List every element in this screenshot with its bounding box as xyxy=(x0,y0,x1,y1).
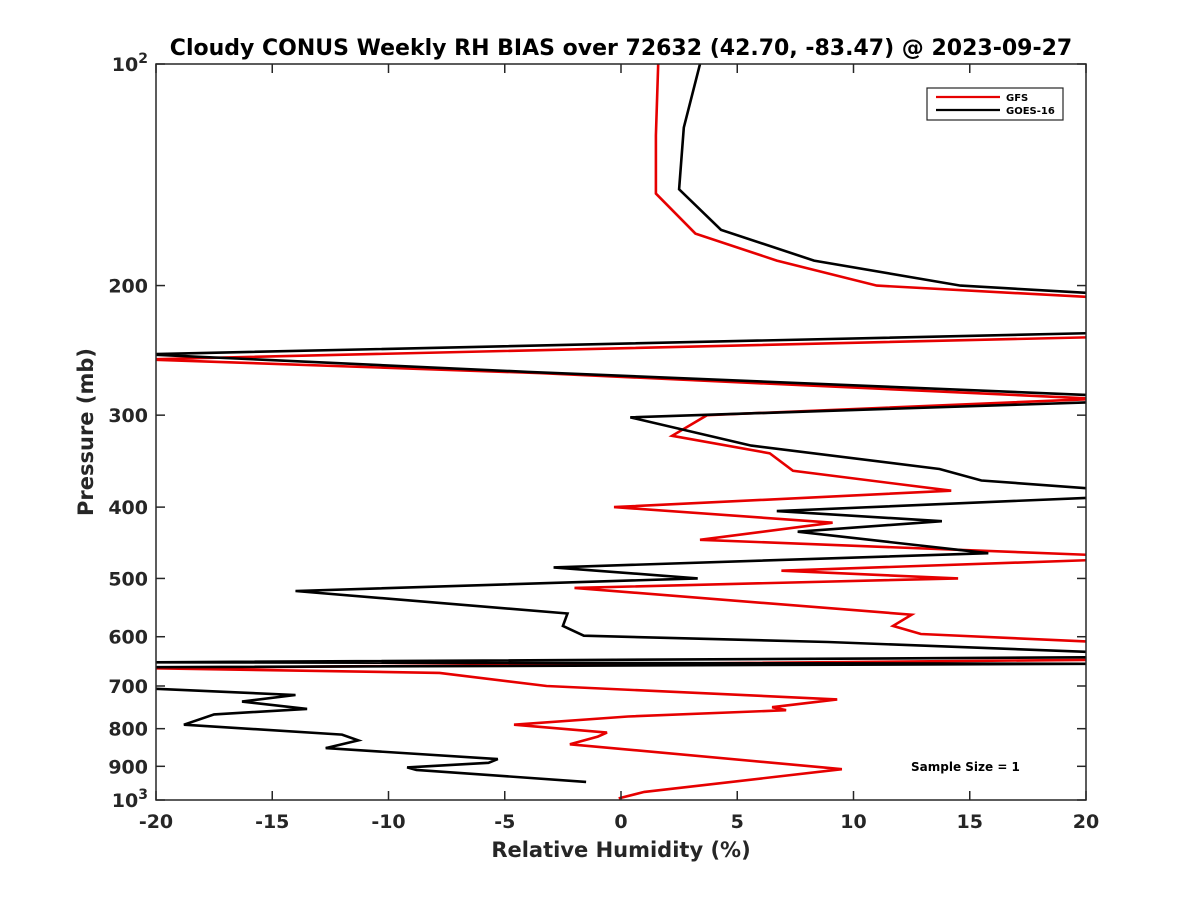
y-tick-label: 900 xyxy=(108,756,148,778)
y-tick-label: 700 xyxy=(108,676,148,698)
series-line-goes16 xyxy=(156,64,1086,784)
x-tick-label: 0 xyxy=(614,811,627,833)
y-tick-label: 400 xyxy=(108,497,148,519)
y-tick-label: 500 xyxy=(108,568,148,590)
sample-size-annotation: Sample Size = 1 xyxy=(911,760,1020,774)
x-tick-label: 5 xyxy=(731,811,744,833)
series-layer xyxy=(156,64,1086,800)
legend-label-gfs: GFS xyxy=(1006,93,1028,104)
x-tick-label: 15 xyxy=(957,811,983,833)
y-tick-label: 600 xyxy=(108,627,148,649)
x-tick-label: 10 xyxy=(840,811,866,833)
y-tick-label: 200 xyxy=(108,276,148,298)
x-axis-label: Relative Humidity (%) xyxy=(491,838,750,862)
x-tick-label: 20 xyxy=(1073,811,1099,833)
y-axis-label: Pressure (mb) xyxy=(74,348,98,516)
y-tick-label: 800 xyxy=(108,719,148,741)
x-tick-label: -15 xyxy=(255,811,289,833)
x-axis: -20 -15 -10 -5 0 5 10 15 20 xyxy=(139,64,1099,833)
x-tick-label: -10 xyxy=(371,811,405,833)
y-axis: 102 200 300 400 500 600 700 800 900 103 xyxy=(108,51,1086,812)
legend-box xyxy=(926,87,1064,121)
y-tick-label: 103 xyxy=(112,787,148,812)
x-tick-label: -5 xyxy=(494,811,515,833)
chart-title: Cloudy CONUS Weekly RH BIAS over 72632 (… xyxy=(170,36,1072,61)
x-tick-label: -20 xyxy=(139,811,173,833)
legend-label-goes16: GOES-16 xyxy=(1006,106,1055,117)
series-line-gfs xyxy=(156,64,1086,800)
y-tick-label: 102 xyxy=(112,51,148,76)
y-tick-label: 300 xyxy=(108,405,148,427)
legend: GFS GOES-16 xyxy=(926,87,1064,121)
